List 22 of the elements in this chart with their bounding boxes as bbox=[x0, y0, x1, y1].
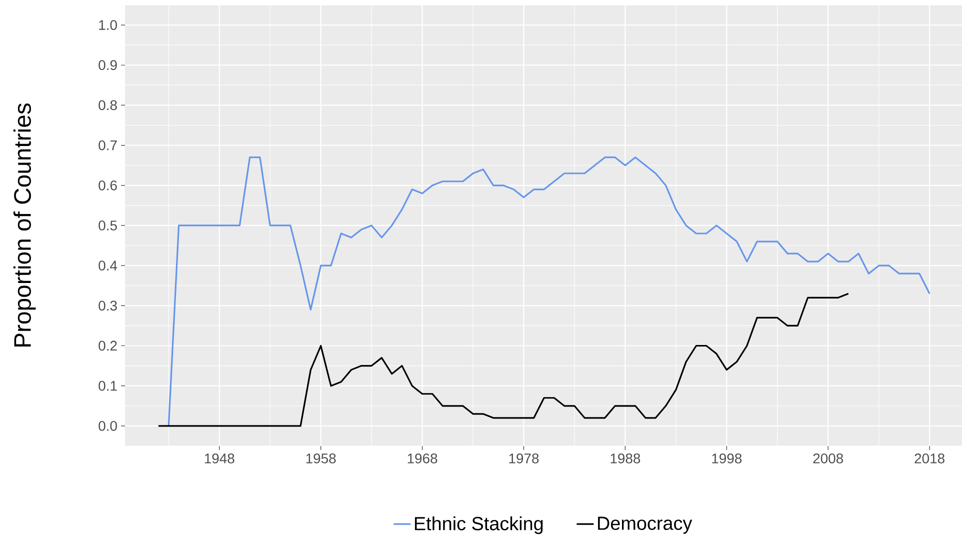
x-tick-label: 1988 bbox=[610, 453, 640, 464]
y-tick-label: 0.1 bbox=[98, 380, 117, 391]
y-tick-label: 0.3 bbox=[98, 300, 117, 311]
y-tick-label: 0.7 bbox=[98, 140, 117, 150]
x-tick-label: 1948 bbox=[204, 453, 234, 464]
legend-label: Democracy bbox=[598, 516, 692, 534]
y-tick-label: 0.2 bbox=[98, 340, 117, 351]
x-tick-label: 1958 bbox=[306, 453, 336, 464]
y-tick-label: 0.8 bbox=[98, 100, 117, 110]
y-tick-label: 0.6 bbox=[98, 180, 117, 190]
y-tick-label: 1.0 bbox=[99, 20, 117, 30]
x-tick-label: 1968 bbox=[408, 453, 438, 464]
x-tick-label: 2008 bbox=[813, 453, 844, 464]
y-tick-label: 0.5 bbox=[98, 220, 117, 230]
y-axis-title: Proportion of Countries bbox=[13, 103, 36, 346]
y-tick-label: 0.0 bbox=[98, 420, 117, 431]
y-tick-label: 0.4 bbox=[98, 260, 118, 271]
x-tick-label: 1998 bbox=[712, 453, 742, 464]
x-tick-label: 2018 bbox=[914, 453, 944, 464]
x-tick-label: 1978 bbox=[509, 453, 539, 464]
legend-label: Ethnic Stacking bbox=[414, 516, 543, 534]
y-tick-label: 0.9 bbox=[98, 60, 117, 70]
